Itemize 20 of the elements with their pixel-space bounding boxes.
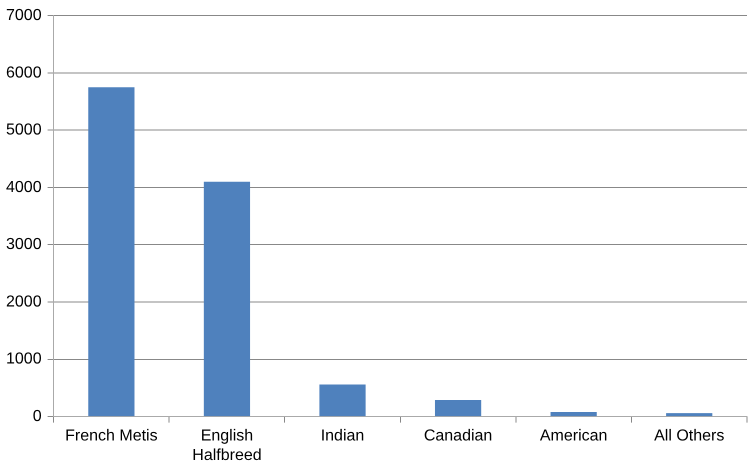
bar — [666, 413, 712, 416]
bar — [550, 412, 597, 416]
x-tick-label: Canadian — [424, 428, 492, 445]
y-tick-label: 0 — [32, 408, 42, 426]
bar — [88, 87, 134, 416]
x-tick-label: American — [540, 428, 608, 445]
bar — [204, 182, 250, 416]
y-tick-label: 7000 — [6, 7, 42, 24]
y-tick-label: 1000 — [6, 350, 42, 368]
y-tick-label: 2000 — [6, 293, 42, 310]
x-tick-label: All Others — [654, 428, 724, 445]
y-tick-label: 3000 — [6, 236, 42, 254]
x-tick-label: Indian — [320, 428, 364, 445]
y-tick-label: 6000 — [6, 64, 42, 82]
x-tick-label: French Metis — [65, 428, 158, 445]
y-tick-label: 5000 — [6, 122, 42, 139]
x-tick-label: English Halfbreed — [192, 428, 262, 464]
bar — [319, 384, 366, 416]
y-tick-label: 4000 — [6, 178, 42, 196]
bar — [434, 400, 482, 416]
